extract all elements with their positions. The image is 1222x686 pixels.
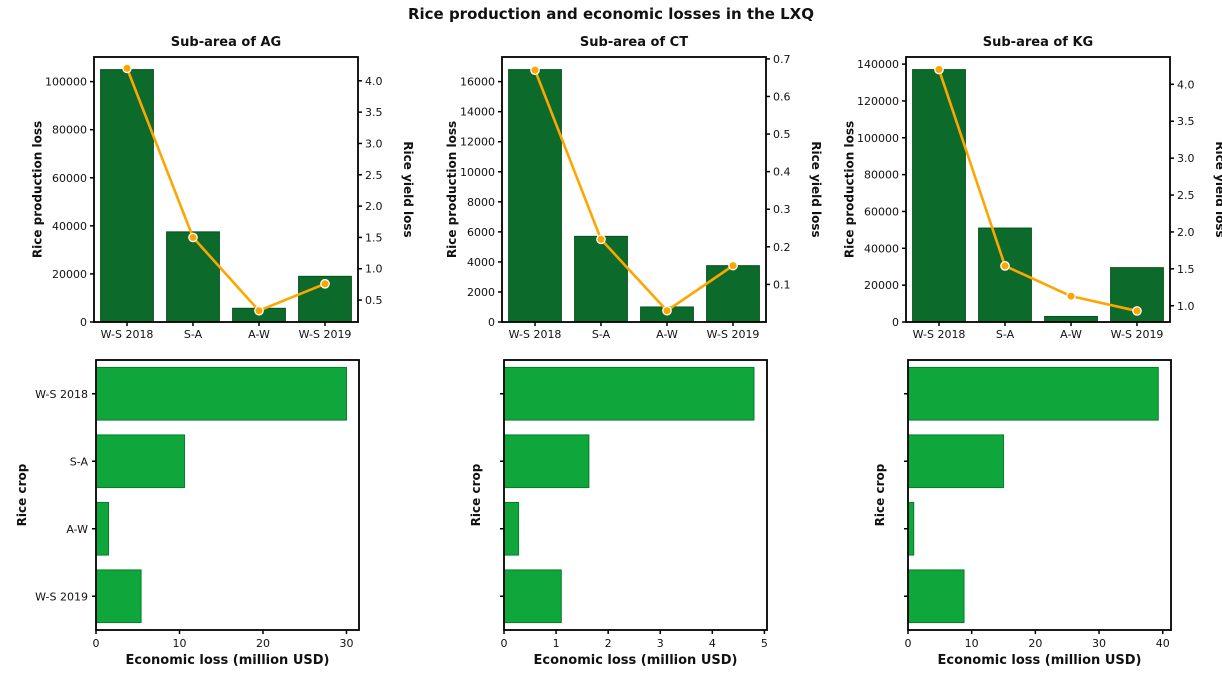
svg-text:3: 3 bbox=[657, 637, 664, 650]
figure-title: Rice production and economic losses in t… bbox=[407, 5, 815, 23]
svg-text:6000: 6000 bbox=[467, 226, 495, 239]
svg-text:10: 10 bbox=[965, 637, 979, 650]
svg-text:40000: 40000 bbox=[864, 242, 899, 255]
svg-text:Sub-area of AG: Sub-area of AG bbox=[171, 35, 281, 50]
svg-text:80000: 80000 bbox=[52, 124, 87, 137]
svg-text:Rice production loss: Rice production loss bbox=[843, 121, 857, 258]
svg-text:4: 4 bbox=[709, 637, 716, 650]
svg-text:0.5: 0.5 bbox=[773, 128, 791, 141]
svg-text:20: 20 bbox=[256, 637, 270, 650]
svg-text:2.0: 2.0 bbox=[1177, 226, 1195, 239]
svg-text:Rice yield loss: Rice yield loss bbox=[401, 141, 415, 237]
svg-text:16000: 16000 bbox=[460, 76, 495, 89]
svg-text:S-A: S-A bbox=[70, 455, 89, 468]
svg-text:0.2: 0.2 bbox=[773, 241, 791, 254]
svg-text:Economic loss (million USD): Economic loss (million USD) bbox=[937, 653, 1141, 668]
svg-text:0: 0 bbox=[80, 316, 87, 329]
svg-text:3.5: 3.5 bbox=[1177, 115, 1195, 128]
svg-text:40: 40 bbox=[1156, 637, 1170, 650]
svg-text:10: 10 bbox=[172, 637, 186, 650]
svg-text:W-S 2018: W-S 2018 bbox=[913, 328, 966, 341]
svg-text:1: 1 bbox=[553, 637, 560, 650]
svg-text:20: 20 bbox=[1028, 637, 1042, 650]
chart-kg-economic-loss: 0 10 20 30 40 Economic loss (million USD) Rice… bbox=[873, 359, 1172, 668]
svg-text:Rice yield loss: Rice yield loss bbox=[1213, 141, 1222, 237]
svg-text:30: 30 bbox=[1092, 637, 1106, 650]
svg-text:100000: 100000 bbox=[857, 132, 899, 145]
svg-text:W-S 2018: W-S 2018 bbox=[101, 328, 154, 341]
svg-text:12000: 12000 bbox=[460, 136, 495, 149]
svg-text:30: 30 bbox=[339, 637, 353, 650]
svg-text:Rice yield loss: Rice yield loss bbox=[809, 141, 823, 237]
svg-text:20000: 20000 bbox=[864, 279, 899, 292]
svg-text:4.0: 4.0 bbox=[365, 75, 383, 88]
svg-text:W-S 2019: W-S 2019 bbox=[707, 328, 760, 341]
svg-text:Sub-area of CT: Sub-area of CT bbox=[580, 35, 688, 50]
svg-text:0: 0 bbox=[892, 316, 899, 329]
svg-text:20000: 20000 bbox=[52, 268, 87, 281]
svg-text:2.0: 2.0 bbox=[365, 200, 383, 213]
svg-text:3.0: 3.0 bbox=[365, 137, 383, 150]
svg-text:A-W: A-W bbox=[656, 328, 678, 341]
svg-text:2.5: 2.5 bbox=[365, 169, 383, 182]
svg-text:120000: 120000 bbox=[857, 95, 899, 108]
chart-kg-production-yield: 0 20000 40000 60000 80000 100000 120000 140000 1… bbox=[843, 35, 1222, 341]
svg-text:A-W: A-W bbox=[66, 523, 88, 536]
svg-text:80000: 80000 bbox=[864, 169, 899, 182]
svg-text:140000: 140000 bbox=[857, 58, 899, 71]
svg-text:3.5: 3.5 bbox=[365, 106, 383, 119]
svg-text:W-S 2019: W-S 2019 bbox=[35, 590, 88, 603]
svg-text:5: 5 bbox=[761, 637, 768, 650]
svg-text:0.1: 0.1 bbox=[773, 278, 791, 291]
svg-text:W-S 2018: W-S 2018 bbox=[509, 328, 562, 341]
svg-text:0: 0 bbox=[488, 316, 495, 329]
svg-text:Sub-area of KG: Sub-area of KG bbox=[983, 35, 1093, 50]
svg-text:A-W: A-W bbox=[248, 328, 270, 341]
svg-text:1.0: 1.0 bbox=[1177, 300, 1195, 313]
chart-ct-economic-loss: 0 1 2 3 4 5 Economic loss (million USD) Rice cr… bbox=[469, 359, 768, 668]
svg-text:100000: 100000 bbox=[45, 76, 87, 89]
svg-text:Rice production loss: Rice production loss bbox=[445, 121, 459, 258]
svg-text:0.5: 0.5 bbox=[365, 294, 383, 307]
svg-text:14000: 14000 bbox=[460, 106, 495, 119]
svg-text:60000: 60000 bbox=[52, 172, 87, 185]
svg-text:S-A: S-A bbox=[592, 328, 611, 341]
chart-ag-economic-loss: W-S 2018 S-A A-W W-S 2019 0 10 20 30 Economic lo… bbox=[15, 359, 360, 668]
svg-text:0.7: 0.7 bbox=[773, 53, 791, 66]
svg-text:A-W: A-W bbox=[1060, 328, 1082, 341]
svg-text:1.5: 1.5 bbox=[1177, 263, 1195, 276]
chart-ag-production-yield: 0 20000 40000 60000 80000 100000 0.5 1.0 1.5 2.0 2… bbox=[31, 35, 415, 341]
svg-text:0.3: 0.3 bbox=[773, 203, 791, 216]
svg-text:1.5: 1.5 bbox=[365, 231, 383, 244]
svg-text:4000: 4000 bbox=[467, 256, 495, 269]
svg-text:40000: 40000 bbox=[52, 220, 87, 233]
svg-text:W-S 2019: W-S 2019 bbox=[299, 328, 352, 341]
svg-text:0.6: 0.6 bbox=[773, 90, 791, 103]
svg-text:2: 2 bbox=[605, 637, 612, 650]
svg-text:Economic loss (million USD): Economic loss (million USD) bbox=[533, 653, 737, 668]
svg-text:60000: 60000 bbox=[864, 205, 899, 218]
svg-text:10000: 10000 bbox=[460, 166, 495, 179]
svg-text:2.5: 2.5 bbox=[1177, 189, 1195, 202]
svg-text:0: 0 bbox=[501, 637, 508, 650]
svg-text:2000: 2000 bbox=[467, 286, 495, 299]
chart-ct-production-yield: 0 2000 4000 6000 8000 10000 12000 14000 16000 0.1… bbox=[445, 35, 823, 341]
svg-text:0: 0 bbox=[93, 637, 100, 650]
svg-text:S-A: S-A bbox=[996, 328, 1015, 341]
svg-text:0: 0 bbox=[905, 637, 912, 650]
svg-text:4.0: 4.0 bbox=[1177, 78, 1195, 91]
svg-text:S-A: S-A bbox=[184, 328, 203, 341]
svg-text:0.4: 0.4 bbox=[773, 166, 791, 179]
svg-text:3.0: 3.0 bbox=[1177, 152, 1195, 165]
svg-text:8000: 8000 bbox=[467, 196, 495, 209]
svg-text:W-S 2019: W-S 2019 bbox=[1111, 328, 1164, 341]
svg-text:Rice crop: Rice crop bbox=[469, 463, 483, 526]
svg-text:W-S 2018: W-S 2018 bbox=[35, 388, 88, 401]
svg-text:Rice crop: Rice crop bbox=[873, 463, 887, 526]
svg-text:Rice crop: Rice crop bbox=[15, 463, 29, 526]
svg-text:Economic loss (million USD): Economic loss (million USD) bbox=[125, 653, 329, 668]
svg-text:Rice production loss: Rice production loss bbox=[31, 121, 45, 258]
svg-text:1.0: 1.0 bbox=[365, 263, 383, 276]
